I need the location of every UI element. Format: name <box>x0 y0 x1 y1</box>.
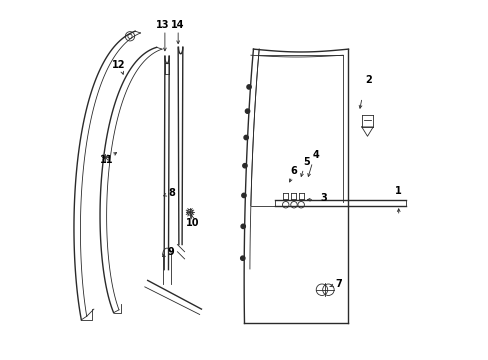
Circle shape <box>243 163 246 168</box>
Text: 13: 13 <box>156 20 169 30</box>
Circle shape <box>241 224 245 229</box>
Text: 6: 6 <box>290 166 297 176</box>
Circle shape <box>246 85 251 89</box>
Text: 5: 5 <box>302 157 309 167</box>
Text: 4: 4 <box>312 150 319 160</box>
Text: 11: 11 <box>100 155 114 165</box>
Circle shape <box>245 109 249 113</box>
Circle shape <box>244 135 248 140</box>
Text: 2: 2 <box>364 75 371 85</box>
Text: 14: 14 <box>171 20 184 30</box>
Text: 8: 8 <box>168 188 175 198</box>
Circle shape <box>241 193 245 198</box>
Text: 10: 10 <box>185 218 199 228</box>
Text: 3: 3 <box>319 193 326 203</box>
Text: 1: 1 <box>394 186 401 196</box>
Text: 7: 7 <box>335 279 342 289</box>
Text: 12: 12 <box>111 59 125 69</box>
Circle shape <box>240 256 244 260</box>
Text: 9: 9 <box>167 247 174 257</box>
